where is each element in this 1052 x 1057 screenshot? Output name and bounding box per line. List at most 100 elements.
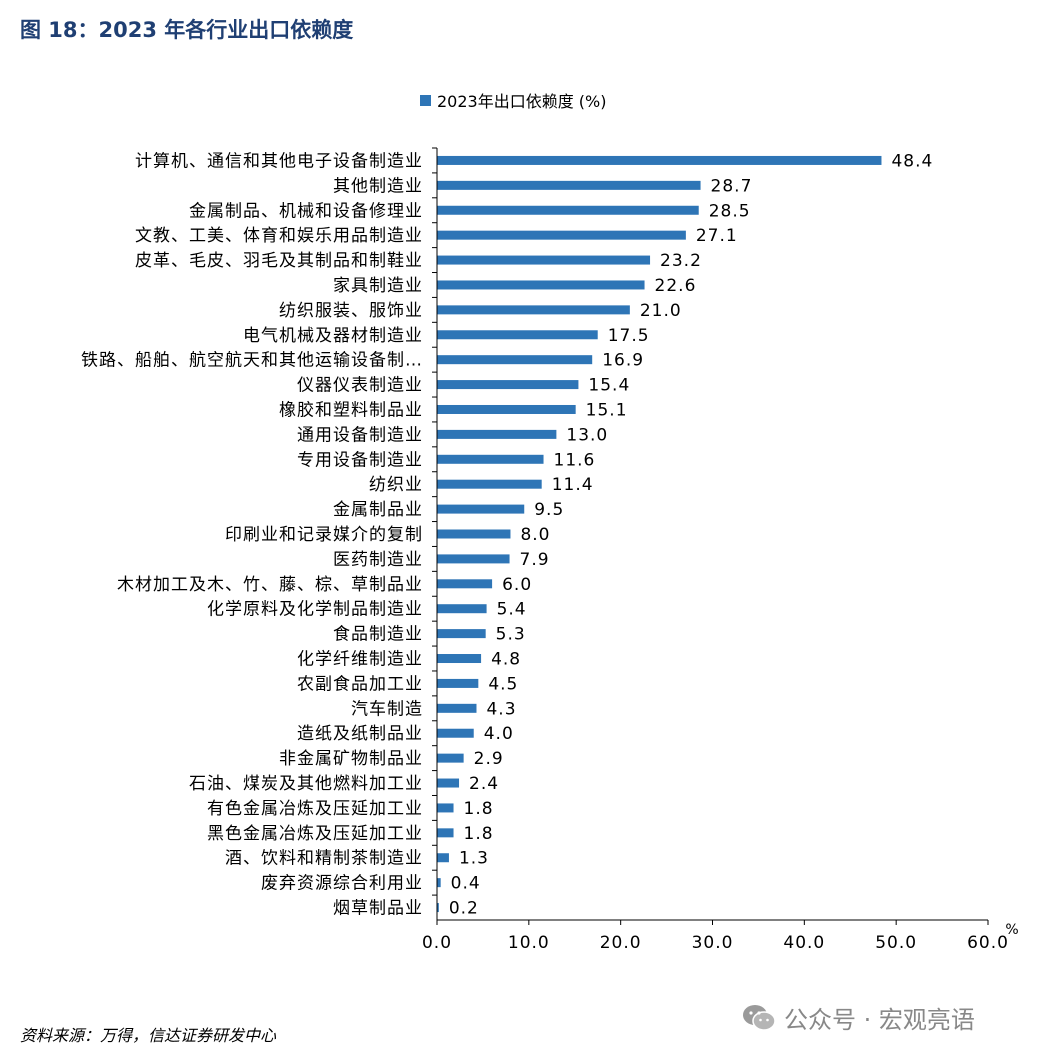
bar	[437, 380, 579, 390]
bar	[437, 529, 511, 539]
watermark: 公众号 · 宏观亮语	[742, 1000, 975, 1035]
data-label: 13.0	[566, 425, 608, 445]
data-label: 48.4	[891, 151, 933, 171]
bar	[437, 828, 454, 838]
data-label: 2.4	[469, 774, 499, 794]
category-label: 金属制品业	[333, 500, 423, 520]
data-label: 1.8	[464, 799, 494, 819]
bar	[437, 878, 441, 888]
wechat-icon	[743, 1004, 776, 1031]
bar	[437, 305, 630, 315]
bar	[437, 280, 645, 290]
category-label: 废弃资源综合利用业	[261, 874, 423, 894]
data-label: 1.3	[459, 849, 489, 869]
category-label: 仪器仪表制造业	[297, 376, 423, 396]
category-label: 纺织服装、服饰业	[279, 301, 423, 321]
category-label: 计算机、通信和其他电子设备制造业	[135, 151, 423, 171]
bar-chart: 计算机、通信和其他电子设备制造业 48.4 其他制造业 28.7 金属制品、机械和设备修…	[81, 147, 1019, 953]
bar	[437, 355, 593, 365]
bar	[437, 703, 477, 713]
x-tick-label: 20.0	[600, 933, 642, 953]
category-label: 食品制造业	[333, 625, 423, 645]
bar	[437, 604, 487, 614]
bar	[437, 903, 439, 913]
legend-label: 2023年出口依赖度 (%)	[437, 92, 607, 111]
bar	[437, 155, 882, 165]
bar	[437, 330, 598, 340]
data-label: 1.8	[464, 824, 494, 844]
bar	[437, 629, 486, 639]
category-label: 非金属矿物制品业	[279, 749, 423, 769]
data-label: 28.5	[709, 201, 751, 221]
data-label: 5.4	[497, 600, 527, 620]
x-tick-label: 40.0	[783, 933, 825, 953]
data-label: 22.6	[655, 276, 697, 296]
data-label: 7.9	[520, 550, 550, 570]
category-label: 石油、煤炭及其他燃料加工业	[189, 774, 423, 794]
data-label: 4.8	[491, 650, 521, 670]
data-label: 23.2	[660, 251, 702, 271]
category-label: 其他制造业	[333, 176, 423, 196]
category-label: 黑色金属冶炼及压延加工业	[207, 824, 423, 844]
source-note: 资料来源：万得，信达证券研发中心	[20, 1026, 277, 1045]
data-label: 28.7	[711, 176, 753, 196]
data-label: 15.1	[586, 400, 628, 420]
bar	[437, 579, 493, 589]
category-label: 橡胶和塑料制品业	[279, 400, 423, 420]
x-tick-label: 60.0	[967, 933, 1009, 953]
category-label: 医药制造业	[333, 550, 423, 570]
bar	[437, 728, 474, 738]
bar	[437, 230, 686, 240]
data-label: 17.5	[608, 326, 650, 346]
category-label: 有色金属冶炼及压延加工业	[207, 799, 423, 819]
data-label: 2.9	[474, 749, 504, 769]
x-tick-label: 30.0	[692, 933, 734, 953]
category-label: 汽车制造	[351, 699, 423, 719]
data-label: 9.5	[534, 500, 564, 520]
category-label: 化学原料及化学制品制造业	[207, 600, 423, 620]
data-label: 16.9	[602, 351, 644, 371]
bar	[437, 778, 460, 788]
x-tick-label: 0.0	[422, 933, 452, 953]
x-unit-label: %	[1005, 922, 1018, 938]
category-label: 金属制品、机械和设备修理业	[189, 201, 423, 221]
bar	[437, 255, 651, 265]
data-label: 5.3	[496, 625, 526, 645]
bar	[437, 429, 557, 439]
legend-swatch	[420, 94, 431, 106]
category-label: 家具制造业	[333, 276, 423, 296]
category-label: 专用设备制造业	[297, 450, 423, 470]
data-label: 27.1	[696, 226, 738, 246]
watermark-text: 公众号 · 宏观亮语	[784, 1006, 975, 1034]
bar	[437, 404, 576, 414]
bar	[437, 454, 544, 464]
category-label: 木材加工及木、竹、藤、棕、草制品业	[117, 575, 423, 595]
bar	[437, 205, 699, 215]
category-label: 文教、工美、体育和娱乐用品制造业	[135, 226, 423, 246]
category-label: 烟草制品业	[333, 899, 423, 919]
category-label: 铁路、船舶、航空航天和其他运输设备制…	[81, 351, 423, 371]
data-label: 6.0	[502, 575, 532, 595]
category-label: 皮革、毛皮、羽毛及其制品和制鞋业	[135, 251, 423, 271]
data-label: 11.4	[552, 475, 594, 495]
data-label: 4.3	[486, 699, 516, 719]
x-tick-label: 10.0	[508, 933, 550, 953]
bar	[437, 479, 542, 489]
data-label: 4.0	[484, 724, 514, 744]
data-label: 0.4	[451, 874, 481, 894]
category-label: 纺织业	[369, 475, 423, 495]
x-tick-label: 50.0	[875, 933, 917, 953]
data-label: 21.0	[640, 301, 682, 321]
bar	[437, 180, 701, 190]
bar	[437, 554, 510, 564]
category-label: 印刷业和记录媒介的复制	[225, 525, 423, 545]
data-label: 15.4	[588, 376, 630, 396]
data-label: 4.5	[488, 674, 518, 694]
data-label: 11.6	[554, 450, 596, 470]
category-label: 农副食品加工业	[297, 674, 423, 694]
category-label: 酒、饮料和精制茶制造业	[225, 849, 423, 869]
bar	[437, 504, 525, 514]
category-label: 电气机械及器材制造业	[243, 326, 423, 346]
bar	[437, 803, 454, 813]
data-label: 0.2	[449, 899, 479, 919]
